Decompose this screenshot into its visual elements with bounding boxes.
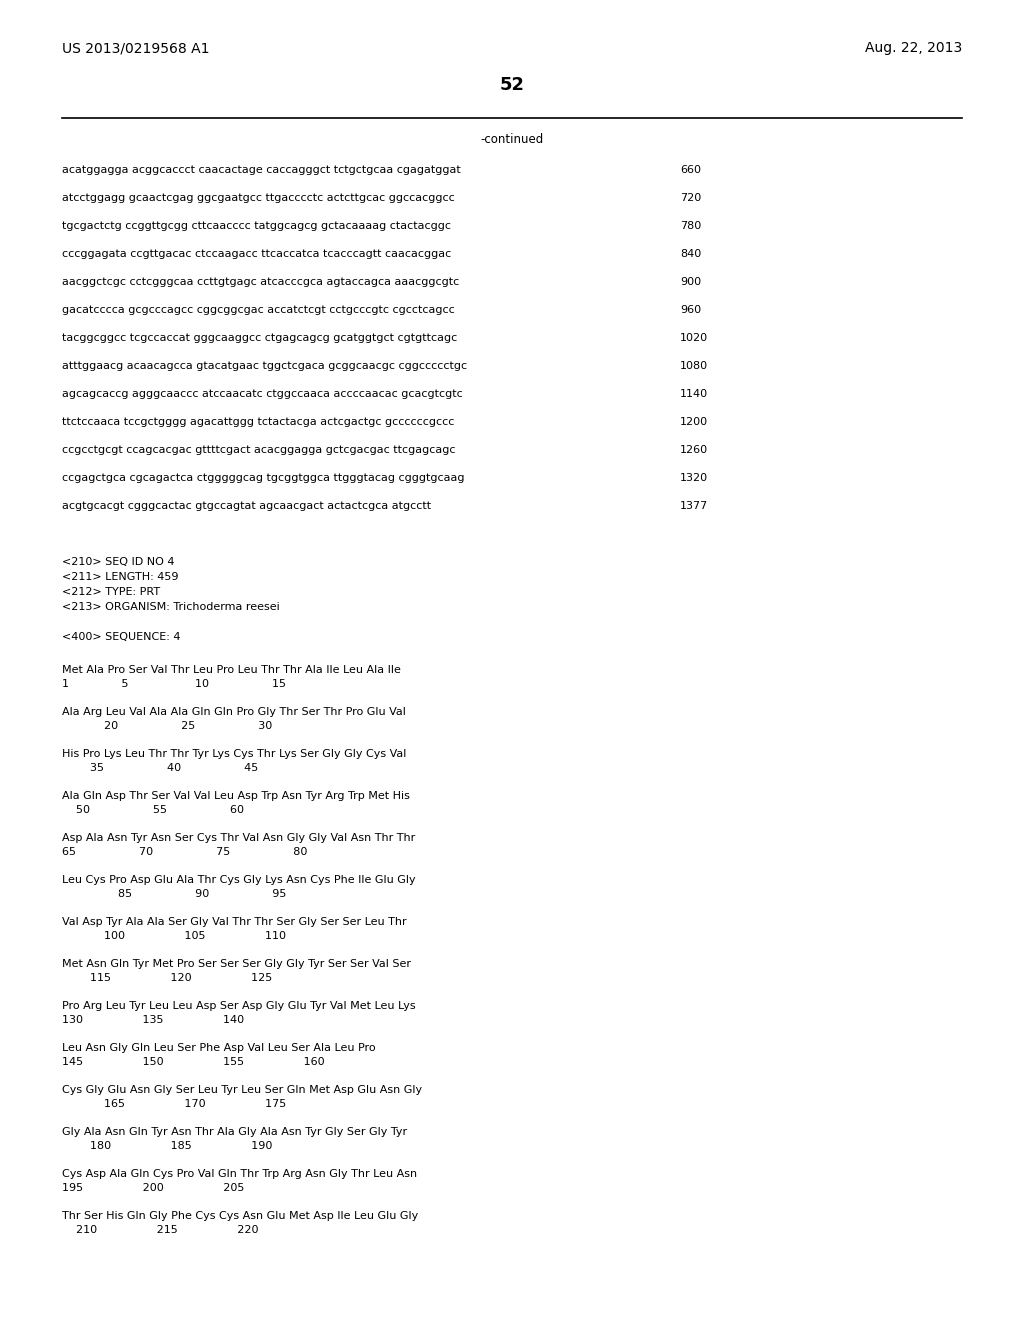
Text: 840: 840 [680, 249, 701, 259]
Text: ttctccaaca tccgctgggg agacattggg tctactacga actcgactgc gccccccgccc: ttctccaaca tccgctgggg agacattggg tctacta… [62, 417, 455, 426]
Text: aacggctcgc cctcgggcaa ccttgtgagc atcacccgca agtaccagca aaacggcgtc: aacggctcgc cctcgggcaa ccttgtgagc atcaccc… [62, 277, 459, 286]
Text: Pro Arg Leu Tyr Leu Leu Asp Ser Asp Gly Glu Tyr Val Met Leu Lys: Pro Arg Leu Tyr Leu Leu Asp Ser Asp Gly … [62, 1001, 416, 1011]
Text: 1377: 1377 [680, 502, 709, 511]
Text: US 2013/0219568 A1: US 2013/0219568 A1 [62, 41, 210, 55]
Text: acgtgcacgt cgggcactac gtgccagtat agcaacgact actactcgca atgcctt: acgtgcacgt cgggcactac gtgccagtat agcaacg… [62, 502, 431, 511]
Text: 960: 960 [680, 305, 701, 315]
Text: 1080: 1080 [680, 360, 709, 371]
Text: atttggaacg acaacagcca gtacatgaac tggctcgaca gcggcaacgc cggccccctgc: atttggaacg acaacagcca gtacatgaac tggctcg… [62, 360, 467, 371]
Text: Val Asp Tyr Ala Ala Ser Gly Val Thr Thr Ser Gly Ser Ser Leu Thr: Val Asp Tyr Ala Ala Ser Gly Val Thr Thr … [62, 917, 407, 927]
Text: Gly Ala Asn Gln Tyr Asn Thr Ala Gly Ala Asn Tyr Gly Ser Gly Tyr: Gly Ala Asn Gln Tyr Asn Thr Ala Gly Ala … [62, 1127, 408, 1137]
Text: 20                  25                  30: 20 25 30 [62, 721, 272, 731]
Text: 145                 150                 155                 160: 145 150 155 160 [62, 1057, 325, 1067]
Text: Asp Ala Asn Tyr Asn Ser Cys Thr Val Asn Gly Gly Val Asn Thr Thr: Asp Ala Asn Tyr Asn Ser Cys Thr Val Asn … [62, 833, 416, 843]
Text: <213> ORGANISM: Trichoderma reesei: <213> ORGANISM: Trichoderma reesei [62, 602, 280, 612]
Text: atcctggagg gcaactcgag ggcgaatgcc ttgacccctc actcttgcac ggccacggcc: atcctggagg gcaactcgag ggcgaatgcc ttgaccc… [62, 193, 455, 203]
Text: 1               5                   10                  15: 1 5 10 15 [62, 678, 286, 689]
Text: cccggagata ccgttgacac ctccaagacc ttcaccatca tcacccagtt caacacggac: cccggagata ccgttgacac ctccaagacc ttcacca… [62, 249, 452, 259]
Text: 1200: 1200 [680, 417, 709, 426]
Text: 1020: 1020 [680, 333, 709, 343]
Text: Ala Arg Leu Val Ala Ala Gln Gln Pro Gly Thr Ser Thr Pro Glu Val: Ala Arg Leu Val Ala Ala Gln Gln Pro Gly … [62, 708, 406, 717]
Text: 52: 52 [500, 77, 524, 94]
Text: 130                 135                 140: 130 135 140 [62, 1015, 244, 1026]
Text: 780: 780 [680, 220, 701, 231]
Text: 100                 105                 110: 100 105 110 [62, 931, 286, 941]
Text: Thr Ser His Gln Gly Phe Cys Cys Asn Glu Met Asp Ile Leu Glu Gly: Thr Ser His Gln Gly Phe Cys Cys Asn Glu … [62, 1210, 418, 1221]
Text: His Pro Lys Leu Thr Thr Tyr Lys Cys Thr Lys Ser Gly Gly Cys Val: His Pro Lys Leu Thr Thr Tyr Lys Cys Thr … [62, 748, 407, 759]
Text: 165                 170                 175: 165 170 175 [62, 1100, 287, 1109]
Text: gacatcccca gcgcccagcc cggcggcgac accatctcgt cctgcccgtc cgcctcagcc: gacatcccca gcgcccagcc cggcggcgac accatct… [62, 305, 455, 315]
Text: 195                 200                 205: 195 200 205 [62, 1183, 245, 1193]
Text: Cys Asp Ala Gln Cys Pro Val Gln Thr Trp Arg Asn Gly Thr Leu Asn: Cys Asp Ala Gln Cys Pro Val Gln Thr Trp … [62, 1170, 417, 1179]
Text: agcagcaccg agggcaaccc atccaacatc ctggccaaca accccaacac gcacgtcgtc: agcagcaccg agggcaaccc atccaacatc ctggcca… [62, 389, 463, 399]
Text: Met Asn Gln Tyr Met Pro Ser Ser Ser Gly Gly Tyr Ser Ser Val Ser: Met Asn Gln Tyr Met Pro Ser Ser Ser Gly … [62, 960, 411, 969]
Text: Ala Gln Asp Thr Ser Val Val Leu Asp Trp Asn Tyr Arg Trp Met His: Ala Gln Asp Thr Ser Val Val Leu Asp Trp … [62, 791, 410, 801]
Text: tgcgactctg ccggttgcgg cttcaacccc tatggcagcg gctacaaaag ctactacggc: tgcgactctg ccggttgcgg cttcaacccc tatggca… [62, 220, 451, 231]
Text: 1140: 1140 [680, 389, 709, 399]
Text: 900: 900 [680, 277, 701, 286]
Text: 65                  70                  75                  80: 65 70 75 80 [62, 847, 307, 857]
Text: <212> TYPE: PRT: <212> TYPE: PRT [62, 587, 160, 597]
Text: Leu Cys Pro Asp Glu Ala Thr Cys Gly Lys Asn Cys Phe Ile Glu Gly: Leu Cys Pro Asp Glu Ala Thr Cys Gly Lys … [62, 875, 416, 884]
Text: Met Ala Pro Ser Val Thr Leu Pro Leu Thr Thr Ala Ile Leu Ala Ile: Met Ala Pro Ser Val Thr Leu Pro Leu Thr … [62, 665, 400, 675]
Text: Leu Asn Gly Gln Leu Ser Phe Asp Val Leu Ser Ala Leu Pro: Leu Asn Gly Gln Leu Ser Phe Asp Val Leu … [62, 1043, 376, 1053]
Text: <400> SEQUENCE: 4: <400> SEQUENCE: 4 [62, 632, 180, 642]
Text: 1320: 1320 [680, 473, 709, 483]
Text: 50                  55                  60: 50 55 60 [62, 805, 244, 814]
Text: 85                  90                  95: 85 90 95 [62, 888, 287, 899]
Text: ccgagctgca cgcagactca ctgggggcag tgcggtggca ttgggtacag cgggtgcaag: ccgagctgca cgcagactca ctgggggcag tgcggtg… [62, 473, 465, 483]
Text: 35                  40                  45: 35 40 45 [62, 763, 258, 774]
Text: <211> LENGTH: 459: <211> LENGTH: 459 [62, 572, 178, 582]
Text: 115                 120                 125: 115 120 125 [62, 973, 272, 983]
Text: Aug. 22, 2013: Aug. 22, 2013 [864, 41, 962, 55]
Text: acatggagga acggcaccct caacactage caccagggct tctgctgcaa cgagatggat: acatggagga acggcaccct caacactage caccagg… [62, 165, 461, 176]
Text: ccgcctgcgt ccagcacgac gttttcgact acacggagga gctcgacgac ttcgagcagc: ccgcctgcgt ccagcacgac gttttcgact acacgga… [62, 445, 456, 455]
Text: 660: 660 [680, 165, 701, 176]
Text: Cys Gly Glu Asn Gly Ser Leu Tyr Leu Ser Gln Met Asp Glu Asn Gly: Cys Gly Glu Asn Gly Ser Leu Tyr Leu Ser … [62, 1085, 422, 1096]
Text: <210> SEQ ID NO 4: <210> SEQ ID NO 4 [62, 557, 174, 568]
Text: -continued: -continued [480, 133, 544, 147]
Text: 720: 720 [680, 193, 701, 203]
Text: 210                 215                 220: 210 215 220 [62, 1225, 258, 1236]
Text: 180                 185                 190: 180 185 190 [62, 1140, 272, 1151]
Text: tacggcggcc tcgccaccat gggcaaggcc ctgagcagcg gcatggtgct cgtgttcagc: tacggcggcc tcgccaccat gggcaaggcc ctgagca… [62, 333, 458, 343]
Text: 1260: 1260 [680, 445, 709, 455]
